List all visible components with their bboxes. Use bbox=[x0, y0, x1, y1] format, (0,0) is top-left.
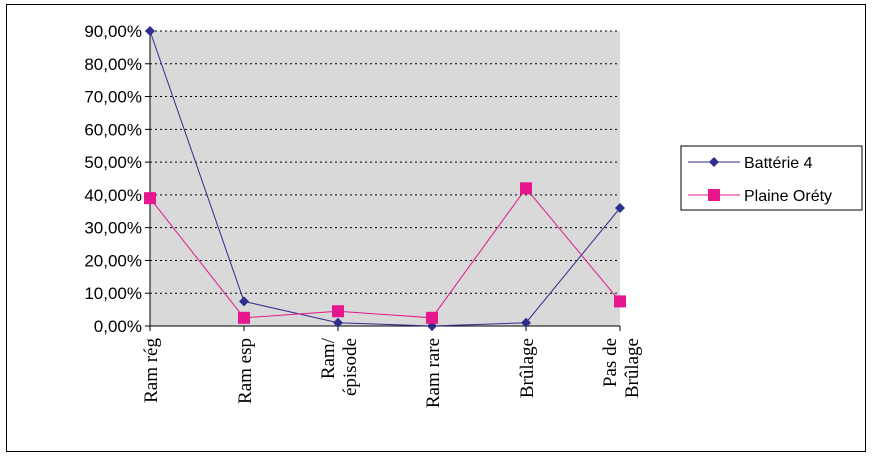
x-axis-ticks: Ram rég Ram esp Ram/épisode Ram rare Brûlage… bbox=[141, 326, 643, 408]
y-tick-label: 0,00% bbox=[94, 317, 142, 336]
data-point-series-1 bbox=[615, 203, 625, 213]
series-line-2 bbox=[149, 187, 621, 319]
legend-marker bbox=[709, 157, 719, 167]
data-point-series-2 bbox=[614, 295, 626, 308]
x-tick-label: Brûlage bbox=[517, 338, 538, 398]
data-point-series-2 bbox=[520, 182, 532, 195]
series-markers bbox=[144, 26, 626, 331]
x-tick-label: Ram rare bbox=[423, 338, 444, 408]
y-tick-label: 30,00% bbox=[84, 219, 142, 238]
data-point-series-2 bbox=[144, 192, 156, 205]
x-tick-label: Ram/épisode bbox=[318, 337, 361, 396]
y-tick-label: 70,00% bbox=[84, 88, 142, 107]
x-tick-label-line: Pas de bbox=[600, 338, 621, 387]
gridlines bbox=[150, 30, 620, 294]
y-tick-label: 90,00% bbox=[84, 22, 142, 41]
y-tick-label: 40,00% bbox=[84, 186, 142, 205]
legend-label: Plaine Oréty bbox=[744, 188, 832, 205]
y-tick-label: 50,00% bbox=[84, 153, 142, 172]
x-tick-label-line: Ram rare bbox=[423, 338, 444, 408]
x-tick-label-line: épisode bbox=[340, 338, 361, 396]
x-tick-label-line: Brûlage bbox=[517, 338, 538, 398]
plot-area bbox=[150, 31, 620, 326]
legend-marker bbox=[708, 189, 720, 201]
data-point-series-2 bbox=[332, 305, 344, 318]
x-tick-label: Ram rég bbox=[141, 338, 162, 403]
x-tick-label: Ram esp bbox=[235, 338, 256, 404]
x-tick-label-line: Ram/ bbox=[318, 337, 339, 379]
data-point-series-2 bbox=[426, 311, 438, 324]
series-line-1 bbox=[149, 30, 621, 327]
x-tick-label-line: Ram esp bbox=[235, 338, 256, 404]
data-point-series-2 bbox=[238, 311, 250, 324]
legend: Battérie 4 Plaine Oréty bbox=[688, 155, 832, 205]
series-lines bbox=[149, 30, 621, 327]
data-point-series-1 bbox=[333, 317, 343, 328]
y-axis-ticks: 0,00% 10,00% 20,00% 30,00% 40,00% 50,00% 60,00… bbox=[84, 22, 150, 336]
x-tick-label: Pas de Brûlage bbox=[600, 338, 643, 398]
x-tick-label-line: Ram rég bbox=[141, 338, 162, 403]
y-tick-label: 10,00% bbox=[84, 284, 142, 303]
data-point-series-1 bbox=[145, 26, 155, 36]
y-tick-label: 80,00% bbox=[84, 55, 142, 74]
y-tick-label: 20,00% bbox=[84, 251, 142, 270]
y-tick-label: 60,00% bbox=[84, 120, 142, 139]
data-point-series-1 bbox=[521, 317, 531, 328]
legend-label: Battérie 4 bbox=[744, 155, 813, 172]
x-tick-label-line: Brûlage bbox=[622, 338, 643, 398]
data-point-series-1 bbox=[239, 296, 249, 307]
